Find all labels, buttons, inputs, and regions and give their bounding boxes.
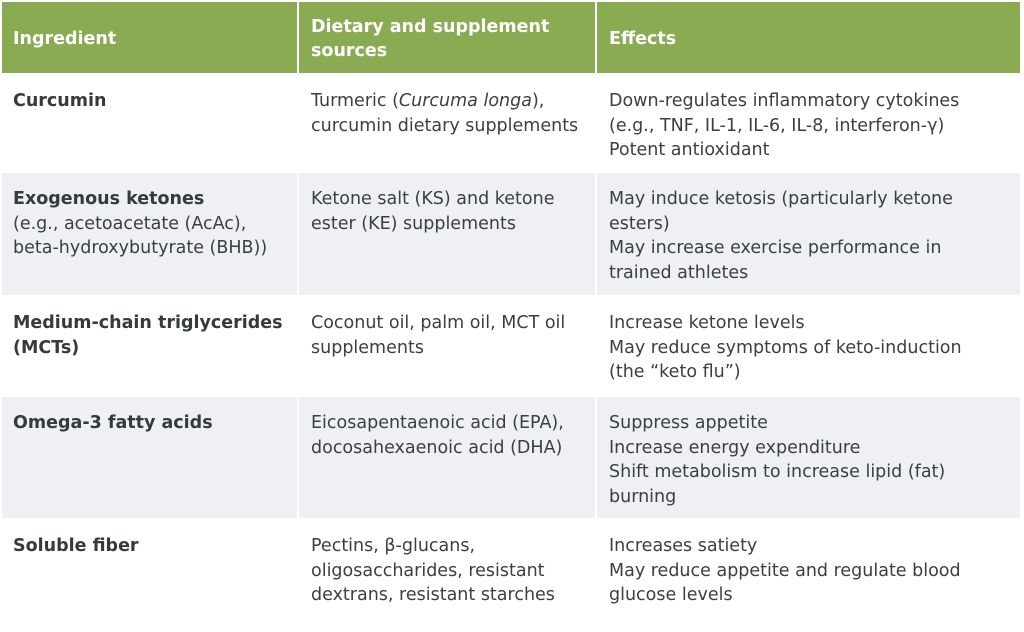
ingredient-name: Medium-chain triglycerides <box>13 313 283 333</box>
effects-cell: Down-regulates inflammatory cytokines (e… <box>595 75 1020 171</box>
effects-line: esters) <box>609 213 670 234</box>
supplement-table: Ingredient Dietary and supplement source… <box>2 2 1020 616</box>
sources-line: curcumin dietary supplements <box>311 115 579 136</box>
effects-line: May increase exercise performance in <box>609 238 942 258</box>
effects-line: (the “keto flu”) <box>609 362 741 382</box>
table-row: Curcumin Turmeric (Curcuma longa), curcu… <box>2 73 1020 171</box>
sources-cell: Turmeric (Curcuma longa), curcumin dieta… <box>297 75 595 171</box>
effects-line: Potent antioxidant <box>609 140 770 160</box>
ingredient-name: Omega-3 fatty acids <box>13 413 213 433</box>
table-row: Omega-3 fatty acids Eicosapentaenoic aci… <box>2 395 1020 518</box>
effects-line: Suppress appetite <box>609 413 768 433</box>
sources-text: Turmeric ( <box>311 91 399 111</box>
effects-cell: Suppress appetite Increase energy expend… <box>595 397 1020 518</box>
effects-line: burning <box>609 486 677 507</box>
sources-line: Pectins, β-glucans, <box>311 536 476 556</box>
sources-line: Ketone salt (KS) and ketone <box>311 189 555 209</box>
effects-line: Shift metabolism to increase lipid (fat) <box>609 462 946 482</box>
sources-line: oligosaccharides, resistant <box>311 560 545 581</box>
sources-cell: Pectins, β-glucans, oligosaccharides, re… <box>297 520 595 616</box>
ingredient-cell: Soluble fiber <box>2 520 297 616</box>
ingredient-cell: Medium-chain triglycerides (MCTs) <box>2 297 297 395</box>
header-sources-line2: sources <box>311 41 388 61</box>
sources-line: supplements <box>311 337 424 358</box>
sources-cell: Coconut oil, palm oil, MCT oil supplemen… <box>297 297 595 395</box>
effects-line: May reduce appetite and regulate blood <box>609 560 961 581</box>
effects-line: glucose levels <box>609 585 733 605</box>
sources-cell: Eicosapentaenoic acid (EPA), docosahexae… <box>297 397 595 518</box>
sources-line: Turmeric (Curcuma longa), <box>311 89 585 114</box>
sources-line: Eicosapentaenoic acid (EPA), <box>311 413 564 433</box>
header-sources-line1: Dietary and supplement <box>311 17 550 37</box>
ingredient-name: Exogenous ketones <box>13 189 205 209</box>
effects-line: (e.g., TNF, IL-1, IL-6, IL-8, interferon… <box>609 115 945 136</box>
sources-line: ester (KE) supplements <box>311 213 516 234</box>
ingredient-cell: Exogenous ketones (e.g., acetoacetate (A… <box>2 173 297 295</box>
effects-line: May reduce symptoms of keto-induction <box>609 337 962 358</box>
ingredient-name: Soluble fiber <box>13 536 139 556</box>
effects-cell: Increases satiety May reduce appetite an… <box>595 520 1020 616</box>
effects-line: trained athletes <box>609 262 749 283</box>
effects-line: May induce ketosis (particularly ketone <box>609 189 953 209</box>
table-header-row: Ingredient Dietary and supplement source… <box>2 2 1020 73</box>
sources-text: ), <box>531 91 545 111</box>
effects-cell: Increase ketone levels May reduce sympto… <box>595 297 1020 395</box>
header-ingredient: Ingredient <box>13 29 117 49</box>
effects-line: Increase energy expenditure <box>609 437 861 458</box>
table-row: Exogenous ketones (e.g., acetoacetate (A… <box>2 171 1020 295</box>
sources-line: docosahexaenoic acid (DHA) <box>311 437 563 458</box>
header-effects: Effects <box>595 2 1020 73</box>
table-row: Medium-chain triglycerides (MCTs) Coconu… <box>2 295 1020 395</box>
ingredient-cell: Curcumin <box>2 75 297 171</box>
ingredient-subtext: beta-hydroxybutyrate (BHB)) <box>13 238 268 258</box>
sources-cell: Ketone salt (KS) and ketone ester (KE) s… <box>297 173 595 295</box>
sources-latin-name: Curcuma longa <box>398 91 532 111</box>
sources-line: Coconut oil, palm oil, MCT oil <box>311 313 566 333</box>
effects-line: Increases satiety <box>609 536 758 556</box>
ingredient-name: (MCTs) <box>13 337 80 358</box>
ingredient-cell: Omega-3 fatty acids <box>2 397 297 518</box>
ingredient-subtext: (e.g., acetoacetate (AcAc), <box>13 213 247 234</box>
effects-cell: May induce ketosis (particularly ketone … <box>595 173 1020 295</box>
effects-line: Increase ketone levels <box>609 313 805 333</box>
effects-line: Down-regulates inflammatory cytokines <box>609 91 960 111</box>
ingredient-name: Curcumin <box>13 91 107 111</box>
sources-line: dextrans, resistant starches <box>311 585 555 605</box>
table-row: Soluble fiber Pectins, β-glucans, oligos… <box>2 518 1020 616</box>
header-sources: Dietary and supplement sources <box>297 2 595 73</box>
